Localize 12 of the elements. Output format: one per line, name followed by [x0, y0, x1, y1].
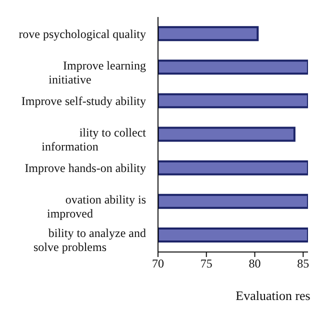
- y-tick-label: ility to collect information: [42, 126, 147, 154]
- y-tick-label: Improve self-study ability: [21, 94, 146, 108]
- x-axis-title: Evaluation res: [236, 288, 310, 303]
- y-tick-label: bility to analyze and solve problems: [34, 226, 146, 254]
- y-tick-label: Improve learning initiative: [48, 58, 146, 86]
- x-tick-label: 75: [200, 256, 212, 271]
- y-tick-label: ovation ability is improved: [47, 192, 146, 221]
- y-tick-label: rove psychological quality: [18, 26, 146, 41]
- x-tick-label: 70: [152, 256, 164, 271]
- x-tick-label: 80: [248, 256, 261, 271]
- x-tick-label: 85: [297, 256, 310, 271]
- y-tick-label: Improve hands-on ability: [24, 161, 146, 176]
